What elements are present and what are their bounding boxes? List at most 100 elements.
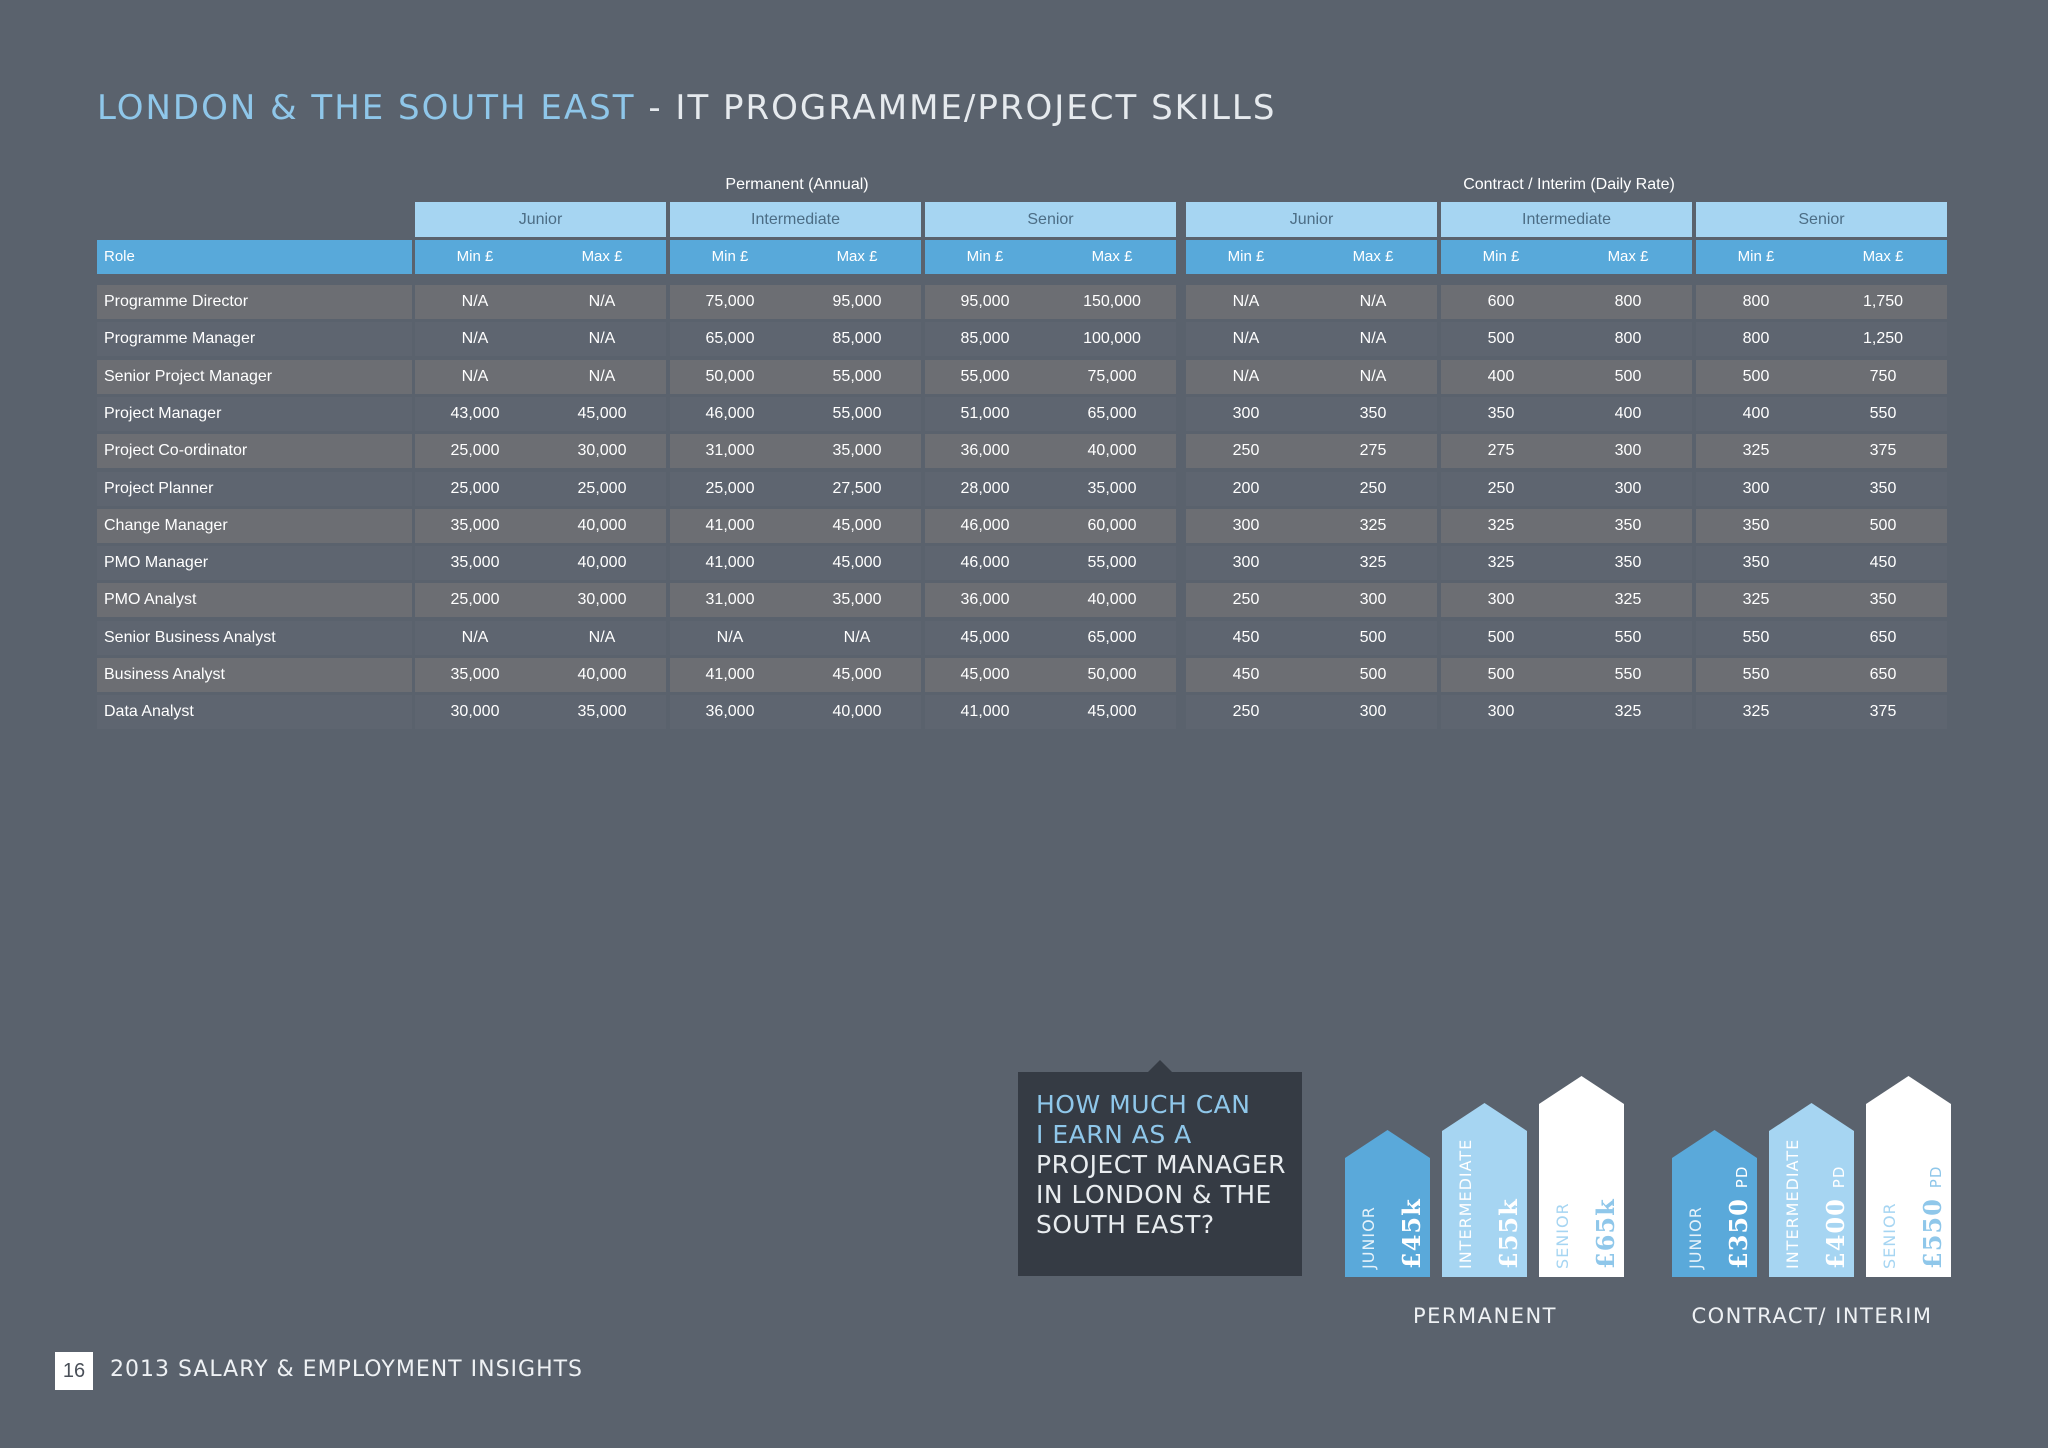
min-value: 41,000 [705, 516, 755, 534]
max-value: N/A [588, 330, 616, 348]
min-value: 350 [1742, 554, 1770, 572]
max-value: 85,000 [832, 330, 882, 348]
value-cell-group: 36,000 40,000 [670, 695, 921, 730]
role-cell: Project Manager [97, 396, 412, 431]
value-cell-group: 30,000 35,000 [415, 695, 666, 730]
value-cell-group: 500 800 [1441, 322, 1692, 357]
value-cell-group: N/A N/A [415, 322, 666, 357]
value-cell-group: N/A N/A [415, 285, 666, 319]
house-amount-value: £350 [1724, 1198, 1753, 1269]
value-cell-group: 35,000 40,000 [415, 508, 666, 543]
minmax-header-cell: Min £ Max £ [1186, 240, 1437, 274]
value-cell-group: 25,000 25,000 [415, 471, 666, 506]
min-value: 200 [1232, 479, 1260, 497]
max-value: 325 [1614, 703, 1642, 721]
min-value: 25,000 [450, 591, 500, 609]
max-value: 275 [1359, 442, 1387, 460]
table-row: Business Analyst 35,000 40,000 41,000 45,000… [0, 658, 2048, 692]
max-value: N/A [588, 628, 616, 646]
min-value: 250 [1232, 442, 1260, 460]
level-header-junior: Junior [1186, 202, 1437, 237]
max-value: 300 [1614, 479, 1642, 497]
group-header-contract: Contract / Interim (Daily Rate) [1463, 176, 1675, 193]
min-value: 450 [1232, 628, 1260, 646]
min-value: 31,000 [705, 591, 755, 609]
table-row: Senior Business Analyst N/A N/A N/A N/A 45,00… [0, 620, 2048, 655]
max-value: 25,000 [577, 479, 627, 497]
level-header-senior: Senior [925, 202, 1176, 237]
table-row: Change Manager 35,000 40,000 41,000 45,000 46… [0, 508, 2048, 543]
min-value: 46,000 [960, 554, 1010, 572]
role-header-label: Role [104, 248, 135, 265]
min-value: 500 [1742, 367, 1770, 385]
min-value: 35,000 [450, 554, 500, 572]
min-value: N/A [461, 330, 489, 348]
value-cell-group: 325 375 [1696, 434, 1947, 469]
max-value: 40,000 [577, 666, 627, 683]
footer-text: 2013 SALARY & EMPLOYMENT INSIGHTS [110, 1357, 584, 1382]
house-level-label: INTERMEDIATE [1456, 1138, 1475, 1269]
min-value: 41,000 [960, 703, 1010, 721]
min-value: 41,000 [705, 554, 755, 572]
value-cell-group: 85,000 100,000 [925, 322, 1176, 357]
value-cell-group: 31,000 35,000 [670, 434, 921, 469]
house-contract-intermediate: INTERMEDIATE £400 PD [1769, 1103, 1854, 1277]
callout-line-5: SOUTH EAST? [1036, 1210, 1215, 1239]
min-value: 350 [1487, 404, 1515, 422]
max-value: 500 [1614, 367, 1642, 385]
value-cell-group: 250 275 [1186, 434, 1437, 469]
callout-line-4: IN LONDON & THE [1036, 1180, 1272, 1209]
min-value: 46,000 [705, 404, 755, 422]
caption-permanent: PERMANENT [1412, 1304, 1558, 1328]
max-value: 350 [1869, 591, 1897, 609]
max-value: 450 [1869, 554, 1897, 572]
value-cell-group: 31,000 35,000 [670, 583, 921, 618]
max-value: 35,000 [577, 703, 627, 721]
max-header: Max £ [1607, 248, 1649, 265]
max-header: Max £ [581, 248, 623, 265]
min-value: N/A [461, 293, 489, 310]
value-cell-group: 500 550 [1441, 620, 1692, 655]
value-cell-group: 325 350 [1441, 508, 1692, 543]
house-amount-value: £550 [1918, 1198, 1947, 1269]
min-value: 550 [1742, 628, 1770, 646]
minmax-header-cell: Min £ Max £ [925, 240, 1176, 274]
max-value: 800 [1614, 293, 1642, 310]
min-value: 325 [1487, 516, 1515, 534]
max-value: N/A [1359, 367, 1387, 385]
house-shape [1442, 1103, 1527, 1277]
callout-line-2: I EARN AS A [1036, 1120, 1192, 1149]
value-cell-group: 550 650 [1696, 658, 1947, 692]
min-value: 550 [1742, 666, 1770, 683]
value-cell-group: 46,000 55,000 [670, 396, 921, 431]
max-value: 500 [1359, 628, 1387, 646]
max-value: 650 [1869, 666, 1897, 683]
value-cell-group: 46,000 55,000 [925, 546, 1176, 581]
value-cell-group: 250 300 [1441, 471, 1692, 506]
value-cell-group: 800 1,750 [1696, 285, 1947, 319]
title-separator: - [635, 88, 676, 128]
house-level-label: JUNIOR [1359, 1206, 1378, 1269]
min-value: 45,000 [960, 666, 1010, 683]
table-row: Senior Project Manager N/A N/A 50,000 55,000… [0, 359, 2048, 394]
max-value: 325 [1359, 516, 1387, 534]
minmax-header-cell: Min £ Max £ [415, 240, 666, 274]
value-cell-group: 300 325 [1441, 583, 1692, 618]
min-value: 250 [1487, 479, 1515, 497]
house-shape [1769, 1103, 1854, 1277]
min-value: 36,000 [960, 591, 1010, 609]
value-cell-group: 500 750 [1696, 359, 1947, 394]
max-value: 40,000 [832, 703, 882, 721]
min-value: 65,000 [705, 330, 755, 348]
value-cell-group: 65,000 85,000 [670, 322, 921, 357]
house-shape [1672, 1130, 1757, 1277]
min-value: 300 [1742, 479, 1770, 497]
table-row: Project Planner 25,000 25,000 25,000 27,500 2… [0, 471, 2048, 506]
house-amount-value: £400 [1821, 1198, 1850, 1269]
max-value: 650 [1869, 628, 1897, 646]
max-value: 750 [1869, 367, 1897, 385]
max-value: 55,000 [832, 367, 882, 385]
min-value: 500 [1487, 666, 1515, 683]
value-cell-group: 450 500 [1186, 620, 1437, 655]
value-cell-group: 250 300 [1186, 695, 1437, 730]
